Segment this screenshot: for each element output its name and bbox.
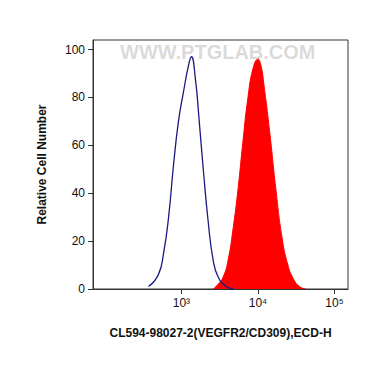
- svg-text:10⁴: 10⁴: [249, 296, 268, 310]
- svg-text:10³: 10³: [173, 296, 190, 310]
- svg-text:10⁵: 10⁵: [325, 296, 343, 310]
- svg-text:40: 40: [72, 186, 86, 200]
- svg-text:Relative Cell Number: Relative Cell Number: [35, 104, 49, 224]
- svg-text:WWW.PTGLAB.COM: WWW.PTGLAB.COM: [120, 41, 316, 63]
- svg-text:20: 20: [72, 234, 86, 248]
- svg-text:60: 60: [72, 138, 86, 152]
- svg-text:0: 0: [78, 282, 85, 296]
- svg-text:80: 80: [72, 90, 86, 104]
- svg-text:100: 100: [65, 43, 85, 57]
- svg-text:CL594-98027-2(VEGFR2/CD309),EC: CL594-98027-2(VEGFR2/CD309),ECD-H: [109, 326, 331, 340]
